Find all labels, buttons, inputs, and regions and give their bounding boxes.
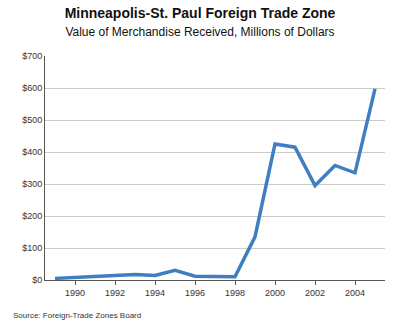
svg-text:$500: $500 <box>22 115 42 125</box>
svg-text:1996: 1996 <box>185 288 205 298</box>
svg-text:2000: 2000 <box>265 288 285 298</box>
svg-text:1990: 1990 <box>65 288 85 298</box>
svg-text:Minneapolis-St. Paul Foreign T: Minneapolis-St. Paul Foreign Trade ZoneV… <box>65 5 336 39</box>
svg-text:1994: 1994 <box>145 288 165 298</box>
svg-text:2002: 2002 <box>305 288 325 298</box>
svg-text:$700: $700 <box>22 51 42 61</box>
svg-text:1992: 1992 <box>105 288 125 298</box>
svg-text:$300: $300 <box>22 179 42 189</box>
svg-text:$200: $200 <box>22 211 42 221</box>
svg-text:Source: Foreign-Trade Zones Bo: Source: Foreign-Trade Zones Board <box>13 311 141 320</box>
svg-text:$400: $400 <box>22 147 42 157</box>
svg-text:2004: 2004 <box>345 288 365 298</box>
svg-text:$100: $100 <box>22 243 42 253</box>
svg-text:1998: 1998 <box>225 288 245 298</box>
svg-text:$0: $0 <box>32 275 42 285</box>
svg-text:$600: $600 <box>22 83 42 93</box>
